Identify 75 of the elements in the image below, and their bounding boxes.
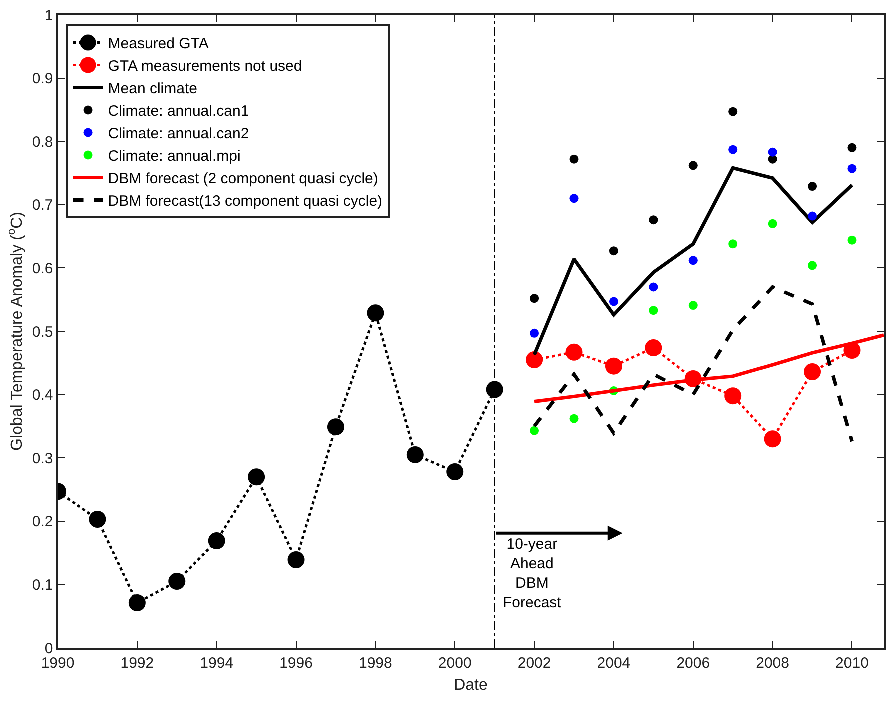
y-tick-label: 0.6 [32,260,54,278]
y-tick-label: 0.3 [32,450,54,468]
x-tick-label: 2010 [836,654,869,672]
point [688,301,698,310]
point [446,464,464,481]
legend-label: GTA measurements not used [108,58,302,76]
x-tick-label: 1992 [120,654,154,672]
y-tick-label: 0.4 [32,387,54,404]
point [530,328,540,338]
point [808,212,818,221]
point [168,573,186,590]
point [728,107,738,116]
point [649,282,658,292]
point [724,388,742,405]
x-tick-label: 1990 [41,654,75,672]
point [848,143,857,152]
point [288,552,305,568]
point [649,306,658,316]
point [808,182,818,192]
y-tick-label: 1 [44,7,54,24]
point [609,297,618,306]
point [645,339,662,356]
x-axis-title: Date [454,676,488,694]
point [609,246,618,256]
point [327,418,344,436]
x-tick-label: 2000 [438,654,472,672]
y-tick-label: 0.1 [32,576,54,594]
point [530,426,540,436]
y-tick-label: 0.8 [32,134,54,151]
y-tick-label: 0 [44,640,54,658]
point [728,145,738,154]
point [848,236,857,245]
y-tick-label: 0.9 [32,70,54,88]
point [486,381,504,398]
x-tick-label: 2004 [597,654,631,672]
point [649,216,658,225]
point [688,161,698,170]
legend-label: Climate: annual.can1 [108,103,250,120]
point [89,511,106,528]
legend-label: DBM forecast (2 component quasi cycle) [108,170,378,188]
point [406,446,424,464]
legend-label: Measured GTA [108,36,209,53]
point [570,194,579,204]
point [530,294,540,304]
point [808,261,818,270]
point [768,148,778,157]
point [248,468,266,486]
point [208,532,226,550]
x-tick-label: 1994 [200,654,234,672]
x-tick-label: 2006 [676,654,710,672]
point [688,256,698,266]
x-tick-label: 1998 [359,654,392,672]
point [728,240,738,249]
point [566,344,583,361]
annotation: 10-year Ahead DBM Forecast [503,536,562,612]
y-tick-label: 0.2 [32,514,54,531]
point [570,414,579,424]
x-tick-label: 1996 [280,654,313,672]
point [526,351,544,368]
point [848,164,857,174]
legend-label: Mean climate [108,80,198,98]
point [764,430,782,448]
legend-label: DBM forecast(13 component quasi cycle) [108,193,383,210]
point [768,219,778,228]
x-tick-label: 2002 [518,654,552,672]
x-tick-label: 2008 [756,654,790,672]
point [570,154,579,164]
point [128,594,146,612]
point [367,304,384,322]
legend-label: Climate: annual.can2 [108,126,250,143]
point [804,364,822,380]
point [605,358,622,375]
legend-label: Climate: annual.mpi [108,148,241,166]
y-tick-label: 0.7 [32,197,54,214]
y-tick-label: 0.5 [32,324,54,341]
